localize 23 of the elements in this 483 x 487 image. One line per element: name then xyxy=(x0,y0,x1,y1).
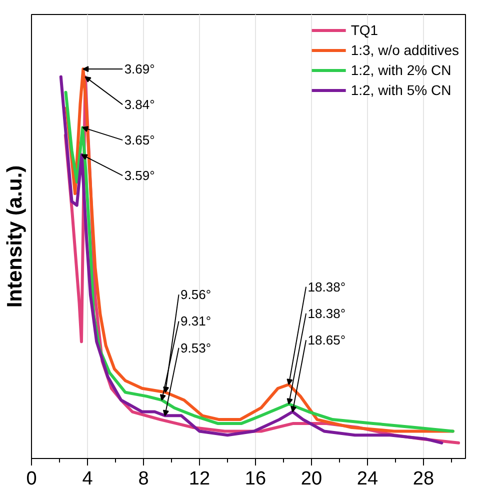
x-tick-label: 0 xyxy=(26,468,37,487)
annotation: 3.59° xyxy=(124,168,155,184)
annotation: 18.38° xyxy=(308,279,346,294)
annotation: 3.84° xyxy=(124,97,155,112)
annotation: 9.53° xyxy=(180,340,212,356)
x-tick-label: 24 xyxy=(356,468,378,487)
x-tick-label: 28 xyxy=(412,468,434,487)
annotation: 3.65° xyxy=(124,132,155,148)
legend-label: 1:2, with 5% CN xyxy=(350,82,452,98)
annotation: 3.69° xyxy=(124,62,155,77)
legend-label: 1:3, w/o additives xyxy=(350,42,459,58)
x-tick-label: 12 xyxy=(188,468,210,487)
legend-label: 1:2, with 2% CN xyxy=(350,62,452,78)
annotation: 9.56° xyxy=(180,287,212,302)
annotation: 18.65° xyxy=(308,332,346,348)
y-axis-title: Intensity (a.u.) xyxy=(4,165,26,308)
annotation: 9.31° xyxy=(180,314,212,329)
x-tick-label: 20 xyxy=(300,468,322,487)
x-tick-label: 8 xyxy=(138,468,149,487)
legend-label: TQ1 xyxy=(350,22,378,38)
x-tick-label: 16 xyxy=(244,468,266,487)
annotation: 18.38° xyxy=(308,306,346,321)
x-tick-label: 4 xyxy=(82,468,94,487)
